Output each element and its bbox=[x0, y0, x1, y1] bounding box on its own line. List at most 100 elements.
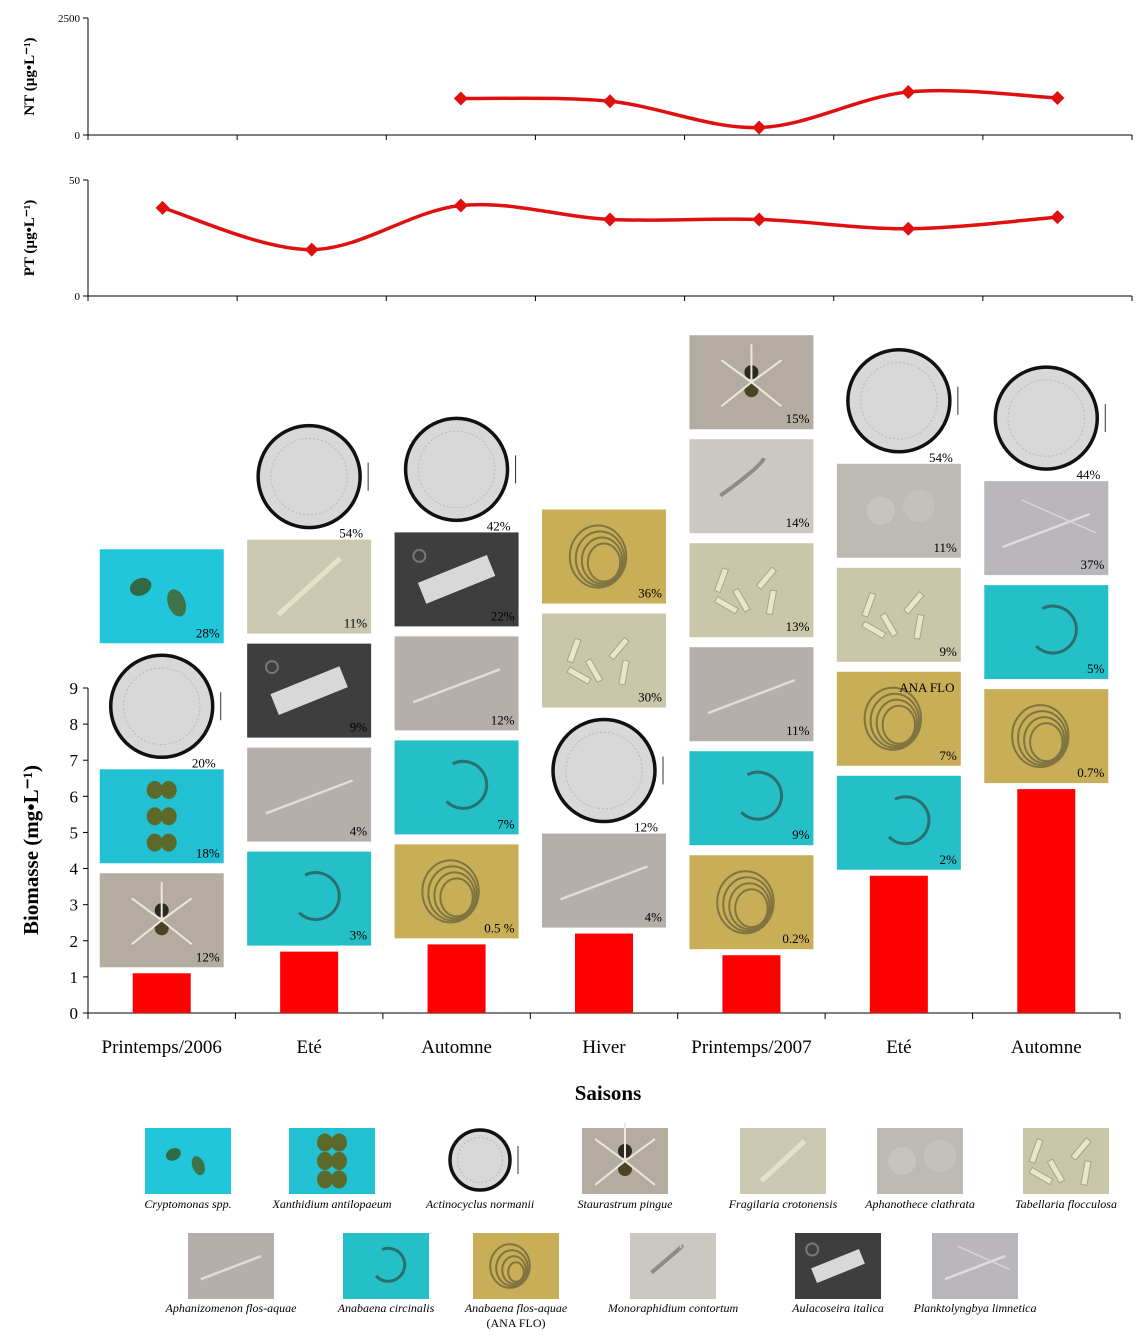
cryptomonas-micrograph bbox=[99, 549, 224, 644]
composition-percentage: 22% bbox=[491, 608, 515, 623]
composition-percentage: 14% bbox=[786, 515, 810, 530]
anabaena_flo-micrograph bbox=[394, 844, 519, 939]
tile-background bbox=[630, 1233, 716, 1299]
biomass-bar bbox=[575, 933, 633, 1013]
filament bbox=[740, 770, 784, 821]
nt-data-point bbox=[453, 91, 468, 106]
composition-percentage: 0.7% bbox=[1077, 765, 1104, 780]
aphanizomenon-micrograph bbox=[689, 647, 814, 742]
composition-percentage: 7% bbox=[940, 748, 958, 763]
bar-y-tick-label: 3 bbox=[70, 896, 79, 915]
cell bbox=[146, 807, 163, 826]
bar-category-label: Printemps/2007 bbox=[691, 1037, 811, 1058]
aphanizomenon-micrograph bbox=[542, 833, 666, 928]
cell bbox=[765, 589, 778, 616]
cell bbox=[317, 1170, 333, 1189]
arm bbox=[750, 359, 783, 384]
arm bbox=[720, 359, 753, 384]
anabaena_circ-micrograph bbox=[394, 740, 519, 835]
biomass-bar bbox=[280, 951, 339, 1013]
pt-data-point bbox=[603, 212, 617, 227]
aulacoseira-micrograph bbox=[795, 1233, 881, 1299]
cell bbox=[160, 807, 177, 826]
bar-category-label: Automne bbox=[421, 1037, 492, 1058]
pt-y-tick-label: 50 bbox=[69, 175, 81, 187]
bar-y-tick-label: 6 bbox=[70, 787, 79, 806]
cell bbox=[146, 833, 163, 852]
bar-y-tick-label: 9 bbox=[70, 679, 79, 698]
anabaena_circ-micrograph bbox=[984, 585, 1109, 680]
bar-category-label: Automne bbox=[1011, 1037, 1082, 1058]
bar-y-label: Biomasse (mg•L⁻¹) bbox=[19, 765, 43, 935]
filament bbox=[445, 759, 489, 810]
filament bbox=[1035, 604, 1078, 655]
disc-pattern bbox=[565, 731, 643, 810]
composition-percentage: 20% bbox=[192, 755, 216, 770]
pt-y-label: PT (µg•L⁻¹) bbox=[22, 200, 38, 276]
monoraphidium-micrograph bbox=[689, 439, 814, 534]
tile-background bbox=[188, 1233, 274, 1299]
bar-y-tick-label: 8 bbox=[70, 715, 79, 734]
actinocyclus-micrograph bbox=[993, 365, 1106, 471]
tile-background bbox=[932, 1233, 1018, 1299]
tile-background bbox=[689, 543, 814, 638]
cell bbox=[146, 780, 163, 799]
tile-background bbox=[984, 481, 1109, 576]
composition-percentage: 5% bbox=[1087, 661, 1105, 676]
actinocyclus-micrograph bbox=[403, 416, 517, 523]
cell bbox=[191, 1156, 205, 1176]
composition-percentage: 9% bbox=[350, 720, 368, 735]
legend-label: Actinocyclus normanii bbox=[425, 1197, 534, 1211]
bar-category-label: Hiver bbox=[582, 1037, 626, 1058]
pt-data-point bbox=[155, 200, 170, 215]
composition-percentage: 0.5 % bbox=[484, 920, 515, 935]
xanthidium-micrograph bbox=[99, 769, 224, 864]
particle bbox=[412, 548, 427, 563]
legend-label: Tabellaria flocculosa bbox=[1015, 1197, 1117, 1211]
aulacoseira-micrograph bbox=[247, 643, 372, 738]
cell bbox=[129, 577, 152, 596]
biomass-bar bbox=[132, 973, 191, 1013]
diatom-disc bbox=[403, 416, 510, 523]
pt-line-chart: 50 0 PT (µg•L⁻¹) bbox=[22, 175, 1133, 303]
composition-percentage: 0.2% bbox=[782, 931, 809, 946]
filament bbox=[298, 871, 341, 922]
cell bbox=[1028, 1166, 1054, 1186]
arm bbox=[131, 919, 163, 946]
biomass-bar bbox=[722, 955, 781, 1013]
nt-y-tick-label: 2500 bbox=[58, 13, 81, 25]
anabaena_flo-micrograph bbox=[984, 689, 1109, 784]
anabaena_circ-micrograph bbox=[836, 775, 961, 870]
tile-background bbox=[836, 775, 961, 870]
planktolyngbya-micrograph bbox=[932, 1233, 1018, 1299]
cell bbox=[1070, 1137, 1092, 1161]
filament bbox=[887, 795, 931, 846]
actinocyclus-micrograph bbox=[551, 717, 664, 824]
staurastrum-micrograph bbox=[582, 1123, 668, 1194]
actinocyclus-micrograph bbox=[108, 653, 222, 760]
composition-percentage: 4% bbox=[350, 824, 368, 839]
cell bbox=[160, 780, 177, 799]
staurastrum-micrograph bbox=[689, 335, 814, 430]
filament bbox=[707, 678, 796, 715]
actinocyclus-micrograph bbox=[846, 348, 959, 454]
tile-background bbox=[689, 647, 814, 742]
cell bbox=[618, 659, 630, 686]
pt-data-point bbox=[1050, 210, 1065, 225]
tile-background bbox=[247, 851, 372, 946]
cell bbox=[903, 590, 925, 615]
bar-category-label: Eté bbox=[886, 1037, 911, 1058]
biomass-bar bbox=[427, 944, 486, 1013]
arm bbox=[750, 381, 783, 408]
pt-data-point bbox=[752, 212, 767, 227]
legend-label: Aulacoseira italica bbox=[791, 1301, 884, 1315]
aphanothece-micrograph bbox=[877, 1128, 963, 1194]
filament bbox=[200, 1254, 262, 1281]
arm bbox=[594, 1160, 626, 1186]
pt-data-point bbox=[453, 198, 468, 213]
anabaena_flo-micrograph bbox=[689, 855, 814, 950]
monoraphidium-micrograph bbox=[630, 1233, 716, 1299]
particle bbox=[264, 660, 279, 675]
nt-line-chart: 2500 0 NT (µg•L⁻¹) bbox=[22, 13, 1133, 142]
